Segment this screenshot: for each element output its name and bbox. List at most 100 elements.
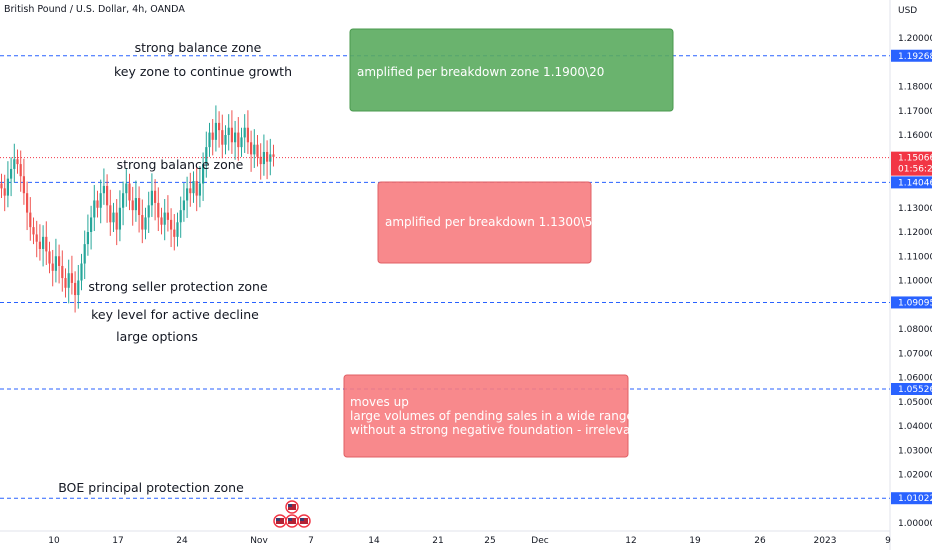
candle <box>19 150 22 192</box>
candle <box>80 253 83 291</box>
time-tick-label: 9 <box>885 536 891 546</box>
candle <box>122 181 125 226</box>
candle <box>70 255 73 295</box>
time-tick-label: 12 <box>625 536 636 546</box>
time-tick-label: Dec <box>531 536 548 546</box>
candle <box>61 250 64 292</box>
price-tick-label: 1.00000 <box>898 519 932 529</box>
us-flag-icon[interactable] <box>273 514 287 528</box>
time-tick-label: 19 <box>689 536 701 546</box>
red-zone-box-2[interactable] <box>343 374 629 458</box>
candle <box>253 129 256 168</box>
candle <box>35 220 38 258</box>
time-axis[interactable]: 10 17 24 Nov 7 14 21 25 Dec 12 19 26 2023 9 <box>48 536 891 546</box>
green-zone-box[interactable] <box>349 28 674 112</box>
candle <box>179 196 182 238</box>
candle <box>154 179 157 221</box>
candle <box>186 176 189 218</box>
candle <box>22 158 25 205</box>
candle <box>0 173 3 199</box>
candle <box>240 127 243 157</box>
us-flag-icon[interactable] <box>285 500 299 514</box>
candle <box>234 120 237 160</box>
level-price-label-bg <box>891 176 932 189</box>
price-tick-label: 1.10000 <box>898 277 932 287</box>
candle <box>54 238 57 283</box>
time-tick-label: 2023 <box>814 536 837 546</box>
candle <box>99 179 102 224</box>
candle <box>45 221 48 265</box>
candle <box>173 214 176 251</box>
price-tick-label: 1.06000 <box>898 374 932 384</box>
candle <box>64 268 67 298</box>
level-price-label: 1.09095 <box>898 298 932 308</box>
candle <box>259 143 262 180</box>
time-tick-label: Nov <box>250 536 268 546</box>
candle <box>26 181 29 231</box>
annotation-strong-balance-mid: strong balance zone <box>117 157 244 172</box>
candle <box>166 195 169 232</box>
candle <box>211 118 214 156</box>
candlestick-series <box>0 105 275 313</box>
candle <box>134 180 137 222</box>
candle <box>269 138 272 176</box>
level-price-label: 1.19268 <box>898 52 932 62</box>
price-axis[interactable]: 1.20000 1.18000 1.17000 1.16000 1.13000 1.120… <box>898 34 932 529</box>
red-box-2-line-1: moves up <box>350 395 409 409</box>
candle <box>16 149 19 174</box>
candle <box>32 217 35 245</box>
annotation-seller-protection: strong seller protection zone <box>88 279 268 294</box>
annotation-key-level-decline: key level for active decline <box>91 307 259 322</box>
candle <box>243 114 246 153</box>
level-price-label-bg <box>891 492 932 505</box>
time-tick-label: 7 <box>308 536 314 546</box>
candle <box>138 186 141 233</box>
price-tick-label: 1.04000 <box>898 422 932 432</box>
us-flag-icon[interactable] <box>285 514 299 528</box>
candle <box>128 173 131 211</box>
candle <box>205 131 208 178</box>
economic-events[interactable] <box>273 500 311 528</box>
price-tick-label: 1.03000 <box>898 446 932 456</box>
candle <box>250 130 253 172</box>
candle <box>262 134 265 176</box>
candle <box>163 199 166 241</box>
candle <box>246 110 249 154</box>
candle <box>38 224 41 261</box>
price-tick-label: 1.16000 <box>898 131 932 141</box>
candle <box>157 187 160 232</box>
level-price-label: 1.05526 <box>898 385 932 395</box>
red-box-2-line-2: large volumes of pending sales in a wide… <box>350 409 634 423</box>
us-flag-icon[interactable] <box>297 514 311 528</box>
annotation-boe: BOE principal protection zone <box>58 480 244 495</box>
candle <box>77 264 80 309</box>
red-zone-box[interactable] <box>377 181 592 264</box>
candle <box>160 207 163 235</box>
price-tick-label: 1.05000 <box>898 398 932 408</box>
price-tick-label: 1.07000 <box>898 349 932 359</box>
candle <box>147 191 150 233</box>
candle <box>58 244 61 284</box>
current-price-value: 1.15066 <box>898 154 932 164</box>
countdown-value: 01:56:25 <box>898 165 932 175</box>
price-tick-label: 1.02000 <box>898 471 932 481</box>
candle <box>125 167 128 207</box>
green-box-text: amplified per breakdown zone 1.1900\20 <box>357 65 604 79</box>
time-tick-label: 10 <box>48 536 60 546</box>
candle <box>237 117 240 161</box>
time-tick-label: 14 <box>368 536 380 546</box>
candle <box>230 110 233 154</box>
candle <box>118 190 121 242</box>
candle <box>86 214 89 256</box>
level-price-label-bg <box>891 296 932 309</box>
price-tick-label: 1.17000 <box>898 107 932 117</box>
candle <box>150 173 153 217</box>
candle <box>176 212 179 247</box>
candle <box>3 174 6 212</box>
annotation-key-zone-growth: key zone to continue growth <box>114 64 292 79</box>
price-tick-label: 1.08000 <box>898 325 932 335</box>
candle <box>256 135 259 167</box>
candle <box>115 199 118 246</box>
time-tick-label: 21 <box>432 536 443 546</box>
